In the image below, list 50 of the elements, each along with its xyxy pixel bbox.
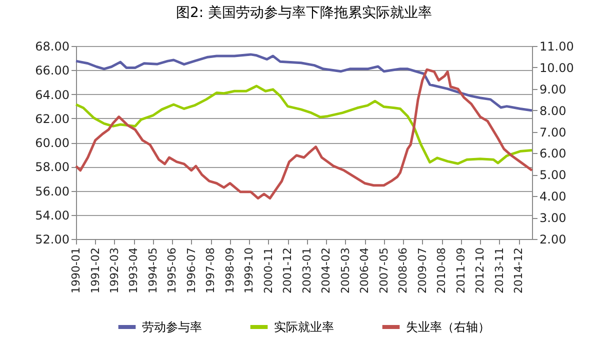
x-tick-label: 2006-04	[358, 248, 372, 294]
line-series	[74, 68, 534, 200]
x-tick-label: 1999-10	[242, 248, 256, 294]
y-tick-label: 52.00	[35, 232, 70, 246]
y2-tick-label: 5.00	[540, 168, 566, 182]
y-tick-label: 68.00	[35, 40, 70, 54]
y2-tick-label: 8.00	[540, 104, 566, 118]
legend-label: 劳动参与率	[142, 320, 202, 334]
line-series	[74, 84, 534, 165]
y-tick-label: 56.00	[35, 184, 70, 198]
y2-tick-label: 3.00	[540, 211, 566, 226]
x-tick-label: 2013-11	[492, 248, 506, 294]
y2-tick-label: 11.00	[540, 40, 574, 54]
y-tick-label: 58.00	[35, 160, 70, 174]
x-tick-label: 2012-10	[474, 248, 487, 294]
x-tick-label: 1990-01	[70, 248, 82, 294]
y2-tick-label: 4.00	[540, 190, 566, 204]
x-tick-label: 2001-12	[281, 248, 294, 294]
y-tick-label: 66.00	[35, 64, 70, 78]
y2-tick-label: 2.00	[540, 232, 566, 246]
y-tick-label: 64.00	[35, 88, 70, 102]
x-tick-label: 1997-08	[204, 248, 218, 294]
y2-tick-label: 10.00	[540, 60, 574, 75]
x-tick-label: 1992-03	[108, 248, 121, 294]
x-tick-label: 2004-02	[320, 248, 333, 294]
x-tick-label: 2003-01	[300, 248, 314, 294]
line-series	[74, 53, 534, 112]
x-tick-label: 1995-06	[166, 248, 179, 294]
y-tick-label: 60.00	[35, 136, 70, 150]
x-tick-label: 1998-09	[223, 248, 236, 294]
x-tick-label: 1996-07	[184, 248, 198, 294]
x-tick-label: 2009-07	[416, 248, 429, 294]
x-tick-label: 1991-02	[88, 248, 102, 294]
x-tick-label: 2005-03	[338, 248, 352, 294]
x-tick-label: 2010-08	[435, 248, 448, 294]
x-tick-label: 2007-05	[377, 248, 390, 294]
x-tick-label: 2008-06	[396, 248, 410, 294]
chart-title: 图2: 美国劳动参与率下降拖累实际就业率	[176, 5, 432, 21]
y-tick-label: 54.00	[35, 208, 70, 222]
y2-tick-label: 9.00	[540, 82, 566, 96]
y2-tick-label: 6.00	[540, 146, 566, 161]
y-tick-label: 62.00	[35, 112, 70, 126]
x-tick-label: 2011-09	[454, 248, 468, 294]
x-tick-label: 2014-12	[512, 248, 526, 294]
legend-label: 失业率（右轴）	[406, 320, 490, 334]
x-tick-label: 1993-04	[127, 248, 140, 294]
x-tick-label: 1994-05	[146, 248, 160, 294]
y2-tick-label: 7.00	[540, 125, 566, 140]
x-tick-label: 2000-11	[262, 248, 275, 294]
legend-label: 实际就业率	[274, 320, 334, 334]
